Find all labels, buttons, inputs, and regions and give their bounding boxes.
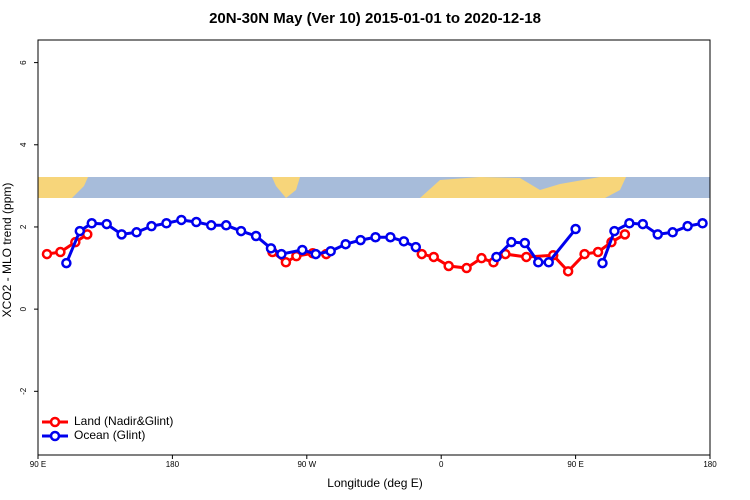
data-point xyxy=(101,218,112,230)
data-point xyxy=(491,251,502,263)
data-point xyxy=(146,220,157,232)
data-point xyxy=(619,229,631,240)
data-point xyxy=(521,251,532,263)
data-point xyxy=(310,248,322,260)
data-point xyxy=(355,234,366,246)
data-point xyxy=(697,218,708,229)
data-point xyxy=(592,246,604,258)
data-point xyxy=(297,244,308,256)
data-point xyxy=(597,257,608,269)
data-point xyxy=(443,260,454,272)
data-point xyxy=(41,248,53,260)
x-tick-label: 0 xyxy=(439,460,444,469)
data-point xyxy=(61,257,72,269)
data-point xyxy=(55,246,66,258)
legend-label: Land (Nadir&Glint) xyxy=(74,414,173,428)
data-point xyxy=(325,245,336,257)
x-tick-label: 90 E xyxy=(567,460,583,469)
y-tick-label: 4 xyxy=(19,142,28,147)
data-point xyxy=(131,227,142,238)
data-point xyxy=(506,236,517,248)
data-point xyxy=(385,231,396,243)
data-point xyxy=(624,218,635,229)
data-point xyxy=(609,225,620,237)
chart-title: 20N-30N May (Ver 10) 2015-01-01 to 2020-… xyxy=(209,10,541,27)
data-point xyxy=(637,218,649,230)
data-point xyxy=(667,227,678,238)
data-point xyxy=(280,257,292,268)
x-tick-label: 180 xyxy=(166,460,180,469)
data-point xyxy=(652,229,663,240)
data-point xyxy=(191,216,202,228)
data-point xyxy=(562,266,574,277)
data-point xyxy=(519,237,531,249)
y-tick-label: 0 xyxy=(19,306,28,311)
legend-marker xyxy=(49,430,61,442)
data-point xyxy=(116,229,127,240)
data-point xyxy=(398,236,410,247)
legend-marker xyxy=(49,416,61,428)
x-tick-label: 90 E xyxy=(30,460,46,469)
data-point xyxy=(250,230,262,242)
data-point xyxy=(235,225,247,237)
x-tick-label: 180 xyxy=(703,460,717,469)
data-point xyxy=(533,257,544,268)
data-point xyxy=(579,248,590,260)
map-land xyxy=(272,177,300,198)
data-point xyxy=(176,214,187,226)
data-point xyxy=(161,218,172,229)
plot-frame xyxy=(37,39,711,456)
data-point xyxy=(86,218,98,229)
data-point xyxy=(682,220,693,232)
y-tick-label: 6 xyxy=(19,60,28,65)
y-tick-label: -2 xyxy=(19,387,28,395)
data-point xyxy=(543,257,554,268)
data-point xyxy=(340,238,351,250)
data-point xyxy=(220,220,232,231)
map-land xyxy=(38,177,88,198)
y-axis-label: XCO2 - MLO trend (ppm) xyxy=(0,183,14,318)
legend-label: Ocean (Glint) xyxy=(74,428,145,442)
map-land xyxy=(420,177,626,198)
data-point xyxy=(74,225,86,237)
data-point xyxy=(570,223,581,235)
x-axis-label: Longitude (deg E) xyxy=(327,476,422,490)
data-point xyxy=(276,248,287,260)
data-point xyxy=(370,231,381,243)
data-point xyxy=(476,252,487,264)
data-point xyxy=(461,262,472,274)
data-point xyxy=(428,251,439,263)
x-tick-label: 90 W xyxy=(297,460,316,469)
data-point xyxy=(416,248,428,260)
data-point xyxy=(265,243,277,254)
data-point xyxy=(410,241,422,253)
map-band xyxy=(38,177,710,198)
y-tick-label: 2 xyxy=(19,224,28,229)
data-point xyxy=(205,220,217,231)
